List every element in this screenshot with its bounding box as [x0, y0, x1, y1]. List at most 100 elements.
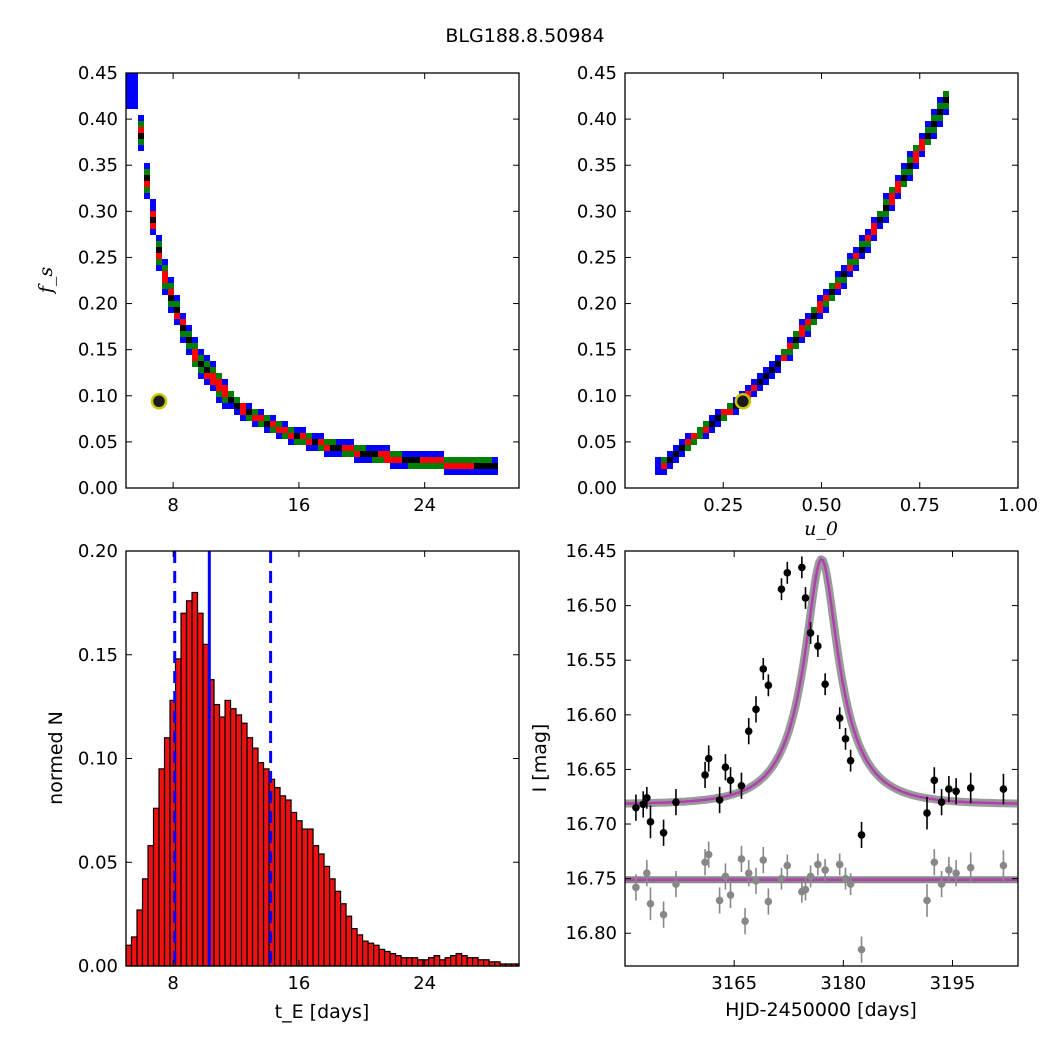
- contour-cell: [168, 283, 174, 289]
- contour-cell: [138, 115, 144, 121]
- contour-cell: [294, 427, 300, 433]
- contour-cell: [432, 463, 438, 469]
- contour-cell: [480, 463, 486, 469]
- histogram-bar: [202, 643, 210, 967]
- residual-point: [930, 858, 939, 867]
- contour-cell: [180, 331, 186, 337]
- contour-cell: [312, 445, 318, 451]
- contour-cell: [414, 457, 420, 463]
- residual-point: [744, 869, 753, 877]
- contour-cell: [408, 463, 414, 469]
- contour-cell: [793, 343, 799, 349]
- contour-cell: [895, 175, 901, 181]
- contour-cell: [258, 409, 264, 415]
- y-tick-label: 16.60: [565, 705, 617, 726]
- contour-cell: [330, 445, 336, 451]
- contour-cell: [456, 469, 462, 475]
- histogram-bar: [339, 903, 347, 967]
- histogram-bar: [406, 957, 413, 967]
- contour-cell: [913, 163, 919, 169]
- contour-cell: [132, 91, 138, 97]
- contour-cell: [727, 403, 733, 409]
- data-points: [632, 556, 1008, 849]
- contour-cell: [907, 163, 913, 169]
- x-tick-label: 3180: [820, 973, 866, 994]
- histogram-bar: [450, 955, 457, 967]
- contour-cell: [348, 451, 354, 457]
- contour-cell: [703, 421, 709, 427]
- residual-point: [715, 896, 724, 905]
- contour-cell: [883, 205, 889, 211]
- contour-cell: [246, 409, 252, 415]
- contour-cell: [931, 127, 937, 133]
- residual-point: [701, 858, 709, 867]
- contour-cell: [354, 445, 360, 451]
- data-point: [966, 784, 975, 792]
- x-tick-label: 3165: [711, 973, 757, 994]
- contour-cell: [829, 289, 835, 295]
- x-axis-label: t_E [days]: [275, 1001, 370, 1023]
- contour-cell: [432, 451, 438, 457]
- contour-cell: [414, 451, 420, 457]
- histogram-bar: [383, 950, 391, 967]
- contour-cell: [228, 397, 234, 403]
- y-tick-label: 0.00: [78, 478, 118, 499]
- contour-cell: [168, 301, 174, 307]
- data-point: [704, 754, 713, 763]
- contour-cell: [246, 403, 252, 409]
- histogram-bar: [367, 942, 375, 967]
- contour-cell: [697, 427, 703, 433]
- contour-cell: [883, 193, 889, 199]
- histogram-bar: [218, 716, 226, 967]
- x-tick-label: 24: [413, 495, 436, 516]
- contour-cell: [745, 391, 751, 397]
- contour-cell: [937, 103, 943, 109]
- contour-cell: [835, 277, 841, 283]
- contour-cell: [210, 373, 216, 379]
- histogram-bar: [229, 708, 237, 967]
- contour-cell: [318, 439, 324, 445]
- contour-cell: [192, 355, 198, 361]
- y-tick-label: 0.40: [577, 109, 617, 130]
- residual-point: [966, 863, 975, 872]
- residual-points: [632, 841, 1008, 963]
- contour-cell: [384, 457, 390, 463]
- data-point: [801, 594, 810, 602]
- contour-cell: [186, 331, 192, 337]
- contour-cell: [144, 175, 150, 181]
- contour-cell: [823, 295, 829, 301]
- contour-cell: [306, 439, 312, 445]
- data-point: [659, 828, 668, 837]
- y-axis-label: f_s: [35, 267, 57, 296]
- contour-cell: [162, 271, 168, 277]
- contour-cell: [829, 283, 835, 289]
- contour-cell: [270, 415, 276, 421]
- contour-cell: [444, 469, 450, 475]
- residual-point: [841, 874, 850, 883]
- histogram-bar: [279, 795, 287, 967]
- residual-point: [741, 917, 749, 926]
- contour-cell: [799, 331, 805, 337]
- contour-cell: [354, 451, 360, 457]
- y-tick-label: 0.20: [577, 294, 617, 315]
- panel-te-histogram: 8 16 24 0.00 0.05 0.10 0.15 0.20 normed N t_E [da…: [45, 541, 520, 1023]
- contour-cell: [378, 451, 384, 457]
- data-point: [783, 569, 792, 577]
- contour-cell: [468, 469, 474, 475]
- contour-cell: [745, 385, 751, 391]
- contour-cell: [853, 247, 859, 253]
- y-tick-label: 0.10: [577, 386, 617, 407]
- contour-cell: [931, 133, 937, 139]
- histogram-bar: [262, 768, 270, 967]
- histogram-bar: [422, 959, 430, 967]
- histogram-bar: [378, 948, 386, 967]
- data-point: [846, 756, 855, 765]
- contour-cell: [703, 427, 709, 433]
- contour-cell: [805, 325, 811, 331]
- histogram-bar: [147, 845, 155, 967]
- contour-cell: [823, 301, 829, 307]
- contour-cell: [817, 301, 823, 307]
- contour-cell: [342, 445, 348, 451]
- contour-cell: [859, 253, 865, 259]
